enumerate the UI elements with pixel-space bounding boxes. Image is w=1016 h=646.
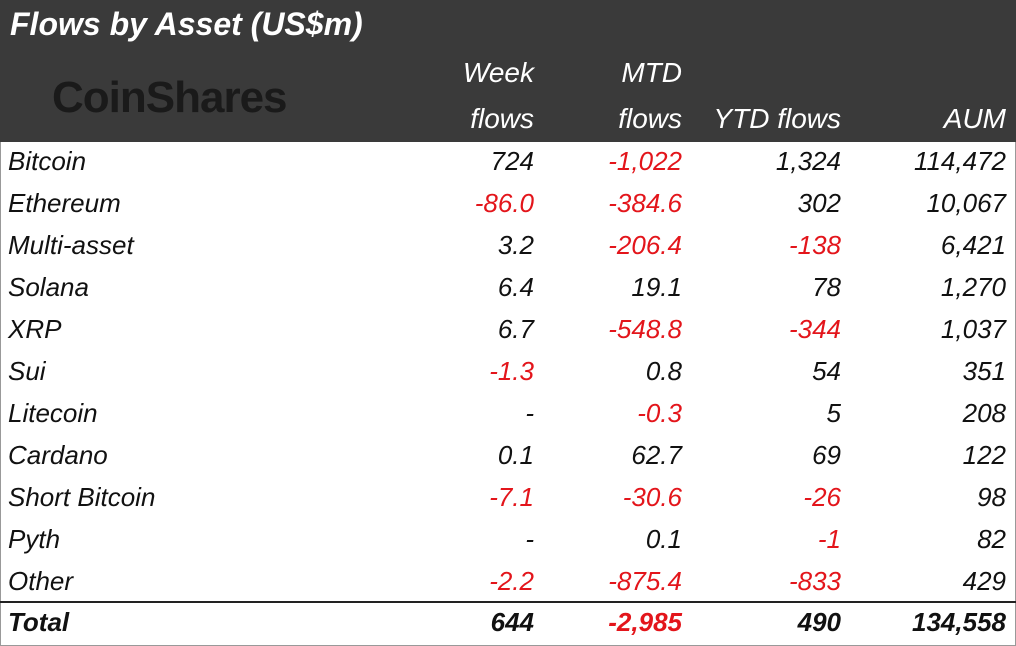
row-label: Sui	[8, 356, 46, 386]
cell-ytd: -138	[788, 230, 841, 260]
cell-aum: 429	[962, 566, 1006, 596]
cell-week: -	[525, 398, 534, 428]
brand-logo: CoinShares	[52, 73, 288, 122]
cell-ytd: -26	[803, 482, 841, 512]
cell-week: -	[525, 524, 534, 554]
cell-week: -86.0	[474, 188, 534, 218]
total-aum: 134,558	[912, 607, 1006, 637]
cell-aum: 122	[962, 440, 1006, 470]
cell-ytd: 5	[826, 398, 841, 428]
cell-ytd: 302	[797, 188, 841, 218]
cell-ytd: -833	[788, 566, 841, 596]
cell-mtd: 0.1	[645, 524, 682, 554]
cell-mtd: 0.8	[645, 356, 682, 386]
cell-mtd: -384.6	[608, 188, 682, 218]
page-title: Flows by Asset (US$m)	[10, 6, 363, 42]
cell-mtd: -206.4	[608, 230, 682, 260]
cell-mtd: -0.3	[637, 398, 682, 428]
header-week-line1: Week	[462, 57, 534, 88]
title-bar	[0, 0, 1016, 48]
row-label: Ethereum	[8, 188, 121, 218]
cell-mtd: -548.8	[608, 314, 682, 344]
row-label: Bitcoin	[8, 146, 87, 176]
total-divider	[0, 601, 1016, 603]
cell-week: 6.4	[497, 272, 534, 302]
cell-week: 6.7	[497, 314, 534, 344]
cell-week: -1.3	[489, 356, 534, 386]
header-week-line2: flows	[470, 103, 534, 134]
cell-aum: 1,037	[940, 314, 1006, 344]
cell-week: -2.2	[489, 566, 534, 596]
row-label: XRP	[8, 314, 62, 344]
cell-aum: 1,270	[940, 272, 1006, 302]
cell-aum: 114,472	[913, 146, 1006, 176]
header-aum: AUM	[943, 103, 1006, 134]
row-label: Solana	[8, 272, 89, 302]
header-mtd-line1: MTD	[621, 57, 682, 88]
row-label: Multi-asset	[8, 230, 134, 260]
cell-week: -7.1	[489, 482, 534, 512]
cell-aum: 10,067	[926, 188, 1006, 218]
total-week: 644	[490, 607, 534, 637]
cell-week: 724	[490, 146, 534, 176]
cell-ytd: 1,324	[775, 146, 841, 176]
row-label: Pyth	[8, 524, 61, 554]
cell-week: 3.2	[497, 230, 534, 260]
cell-ytd: -1	[817, 524, 841, 554]
row-label: Litecoin	[8, 398, 98, 428]
header-mtd-line2: flows	[618, 103, 682, 134]
cell-ytd: -344	[788, 314, 841, 344]
cell-ytd: 69	[812, 440, 841, 470]
total-mtd: -2,985	[608, 607, 682, 637]
cell-aum: 351	[962, 356, 1006, 386]
row-label: Short Bitcoin	[8, 482, 156, 512]
cell-mtd: -875.4	[608, 566, 682, 596]
cell-mtd: -30.6	[622, 482, 682, 512]
row-label: Other	[8, 566, 74, 596]
cell-aum: 208	[962, 398, 1006, 428]
cell-ytd: 54	[812, 356, 841, 386]
header-band	[0, 48, 1016, 142]
cell-mtd: 62.7	[631, 440, 682, 470]
cell-aum: 82	[977, 524, 1006, 554]
total-label: Total	[8, 607, 70, 637]
cell-mtd: -1,022	[608, 146, 682, 176]
cell-aum: 6,421	[940, 230, 1006, 260]
cell-week: 0.1	[497, 440, 534, 470]
total-ytd: 490	[797, 607, 841, 637]
cell-mtd: 19.1	[631, 272, 682, 302]
cell-aum: 98	[977, 482, 1006, 512]
row-label: Cardano	[8, 440, 108, 470]
cell-ytd: 78	[812, 272, 841, 302]
header-ytd: YTD flows	[713, 103, 841, 134]
